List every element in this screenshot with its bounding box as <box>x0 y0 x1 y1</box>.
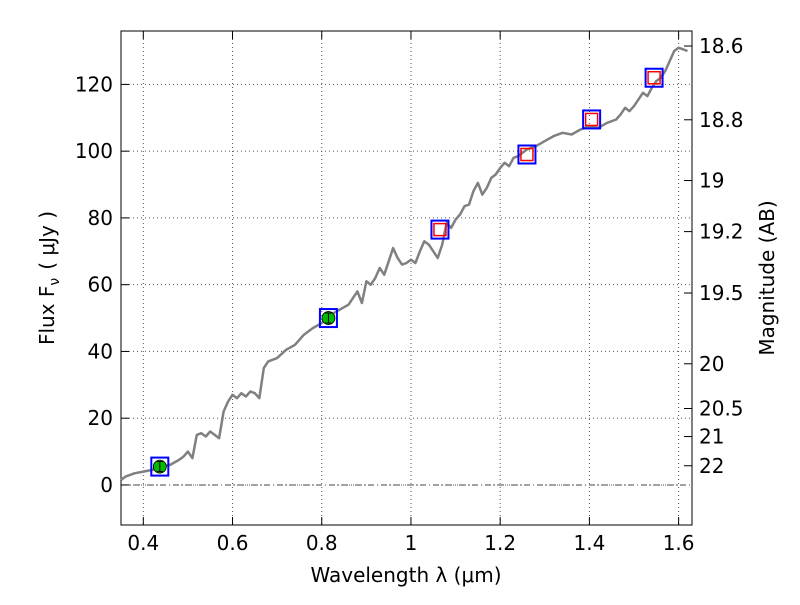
y-tick-label: 40 <box>88 339 113 363</box>
model-photometry-point <box>582 109 602 130</box>
y-tick-label: 60 <box>88 273 113 297</box>
right-tick-label: 19.2 <box>699 220 744 244</box>
right-axis-title: Magnitude (AB) <box>755 200 779 355</box>
x-tick-label: 0.8 <box>306 531 338 555</box>
x-tick-labels: 0.4 0.6 0.8 1 1.2 1.4 1.6 <box>127 531 694 555</box>
y-tick-label: 0 <box>100 473 113 497</box>
right-tick-label: 21 <box>699 425 724 449</box>
plot-area-frame <box>120 30 693 526</box>
x-tick-label: 0.4 <box>127 531 159 555</box>
y-axis-title: Flux Fν ( μJy ) <box>35 211 63 345</box>
x-tick-label: 1.2 <box>484 531 516 555</box>
observed-photometry-point <box>318 308 338 329</box>
y-axis-title-unit: ( μJy ) <box>35 211 59 270</box>
x-tick-label: 0.6 <box>217 531 249 555</box>
photometry-points <box>150 67 664 477</box>
right-tick-label: 19 <box>699 169 724 193</box>
x-tick-label: 1.4 <box>573 531 605 555</box>
model-box-marker <box>150 456 170 477</box>
y-axis-title-subscript: ν <box>47 278 63 286</box>
svg-text:Flux Fν( μJy ): Flux Fν ( μJy ) <box>35 211 63 345</box>
model-photometry-point <box>430 219 450 240</box>
x-tick-label: 1 <box>405 531 418 555</box>
synthetic-flux-marker <box>647 70 661 85</box>
model-box-marker <box>318 308 338 329</box>
y-tick-labels: 0 20 40 60 80 100 120 <box>75 72 113 497</box>
right-tick-label: 20.5 <box>699 397 744 421</box>
x-axis-title: Wavelength λ (μm) <box>310 563 501 587</box>
axis-ticks <box>121 31 692 525</box>
right-tick-label: 18.6 <box>699 34 744 58</box>
right-tick-label: 19.5 <box>699 281 744 305</box>
synthetic-flux-marker <box>584 112 599 127</box>
model-photometry-point <box>644 67 664 88</box>
y-tick-label: 100 <box>75 139 113 163</box>
y-tick-label: 80 <box>88 206 113 230</box>
right-tick-labels: 18.6 18.8 19 19.2 19.5 20 20.5 21 22 <box>699 34 744 478</box>
model-box-marker <box>582 109 602 130</box>
right-tick-label: 22 <box>699 454 724 478</box>
observed-photometry-point <box>150 456 170 477</box>
model-box-marker <box>430 219 450 240</box>
model-photometry-point <box>517 144 537 165</box>
right-tick-label: 18.8 <box>699 108 744 132</box>
synthetic-flux-marker <box>433 222 447 237</box>
y-axis-title-main: Flux F <box>35 286 59 345</box>
y-tick-label: 120 <box>75 72 113 96</box>
synthetic-flux-marker <box>520 147 534 162</box>
model-box-marker <box>517 144 537 165</box>
right-tick-label: 20 <box>699 352 724 376</box>
x-tick-label: 1.6 <box>663 531 695 555</box>
y-tick-label: 20 <box>88 406 113 430</box>
model-box-marker <box>644 67 664 88</box>
